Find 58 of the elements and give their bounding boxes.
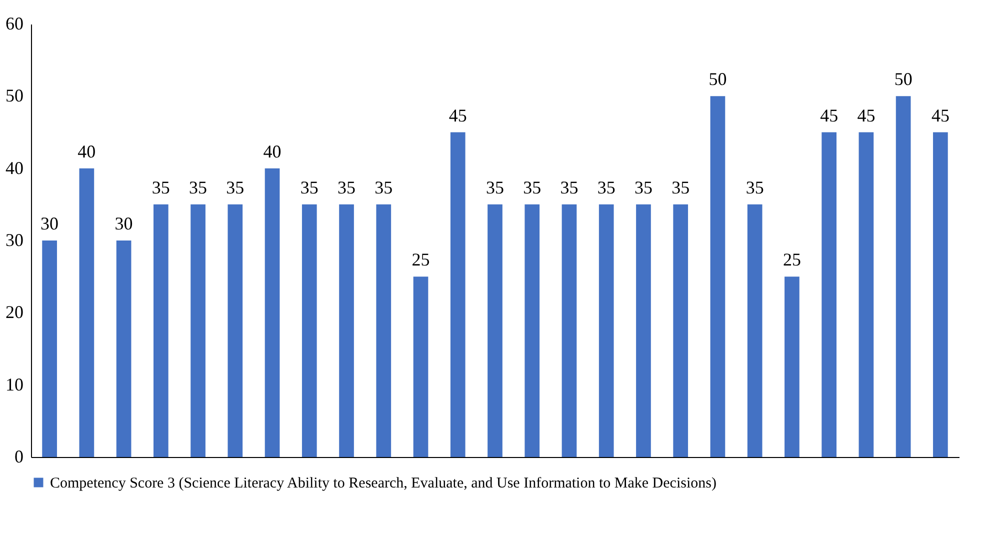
bar: [710, 96, 726, 457]
data-label: 50: [894, 69, 912, 90]
bar: [376, 204, 392, 457]
data-label: 30: [40, 214, 59, 234]
bar: [524, 204, 540, 457]
bar: [228, 204, 243, 457]
bar: [933, 132, 948, 457]
bar: [488, 204, 502, 457]
bar: [450, 132, 466, 457]
data-label: 30: [114, 214, 133, 234]
y-tick-label: 0: [14, 446, 24, 466]
data-label: 45: [820, 105, 838, 126]
legend-label: Competency Score 3 (Science Literacy Ability to Research, Evaluate, and Use Information to Make Decisions): [50, 476, 716, 492]
bar: [413, 276, 428, 457]
bar: [153, 204, 168, 457]
bar: [562, 204, 577, 457]
bar: [747, 204, 762, 457]
data-label: 35: [486, 177, 504, 198]
data-label: 40: [78, 141, 96, 162]
data-label: 35: [597, 177, 616, 198]
bar: [598, 204, 614, 457]
data-label: 35: [189, 177, 208, 198]
data-label: 40: [263, 141, 282, 162]
data-label: 35: [672, 177, 690, 198]
data-label: 45: [857, 105, 876, 126]
data-label: 45: [931, 105, 950, 126]
data-label: 50: [708, 69, 727, 90]
y-tick-label: 10: [6, 374, 24, 394]
data-label: 25: [412, 250, 430, 270]
data-label: 35: [634, 177, 652, 198]
data-label: 35: [152, 177, 170, 198]
bar: [636, 204, 651, 457]
bar: [190, 204, 206, 457]
bar: [42, 240, 57, 457]
y-tick-label: 30: [6, 230, 24, 250]
bar: [896, 96, 911, 457]
data-label: 35: [523, 177, 542, 198]
bar: [822, 132, 837, 457]
bar: [116, 240, 132, 457]
data-label: 35: [374, 177, 393, 198]
data-label: 35: [338, 177, 356, 198]
y-tick-label: 20: [6, 302, 24, 322]
y-tick-label: 60: [6, 14, 24, 34]
bar: [673, 204, 688, 457]
data-label: 35: [746, 177, 764, 198]
bar: [339, 204, 354, 457]
bar: [264, 168, 280, 457]
data-label: 35: [560, 177, 578, 198]
y-tick-label: 50: [6, 86, 24, 106]
bar: [784, 276, 800, 457]
data-label: 25: [782, 250, 801, 270]
bar: [858, 132, 874, 457]
data-label: 45: [448, 105, 467, 126]
bar: [79, 168, 94, 457]
data-label: 35: [226, 177, 244, 198]
data-label: 35: [300, 177, 318, 198]
bar: [302, 204, 317, 457]
y-tick-label: 40: [6, 158, 24, 178]
